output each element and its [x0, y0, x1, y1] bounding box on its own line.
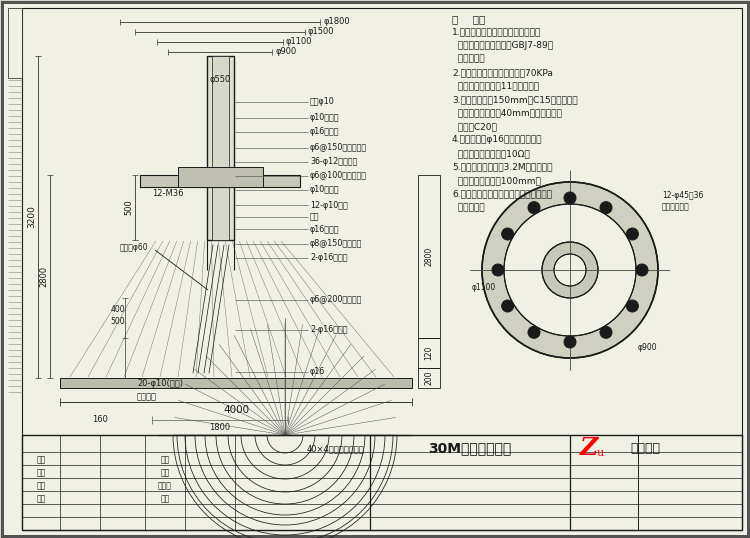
Circle shape	[564, 336, 576, 348]
Circle shape	[492, 264, 504, 276]
Text: φ1800: φ1800	[323, 18, 350, 26]
Text: 批准: 批准	[36, 494, 46, 504]
Circle shape	[502, 300, 514, 312]
Text: 锁板φ10: 锁板φ10	[310, 97, 334, 107]
Text: 2-φ16（环）: 2-φ16（环）	[310, 253, 347, 263]
Text: Z: Z	[580, 436, 598, 460]
Text: 标准化: 标准化	[158, 482, 172, 491]
Bar	[418, 175, 440, 338]
Text: 3.本基础垫层为150mm厜C15素混凝土，: 3.本基础垫层为150mm厜C15素混凝土，	[452, 95, 578, 104]
Text: 20-φ10(径向): 20-φ10(径向)	[137, 379, 183, 387]
Circle shape	[528, 327, 540, 338]
Text: 等级为C20；: 等级为C20；	[452, 122, 497, 131]
Text: 200: 200	[424, 371, 433, 385]
Text: 审核: 审核	[36, 482, 46, 491]
Text: φ550: φ550	[209, 75, 231, 84]
Text: 12-φ45配36: 12-φ45配36	[662, 190, 704, 200]
Text: 向）: 向）	[310, 213, 320, 222]
Text: 40×4扁铁箋（两层）: 40×4扁铁箋（两层）	[307, 444, 364, 454]
Bar	[178, 167, 263, 187]
Text: 500: 500	[111, 317, 125, 327]
Text: φ6@150（螺旋筋）: φ6@150（螺旋筋）	[310, 144, 368, 152]
Text: φ8@150（环向）: φ8@150（环向）	[310, 239, 362, 249]
Text: 12-φ10（竖: 12-φ10（竖	[310, 201, 348, 209]
Text: 5.本基础埋置深度为3.2M，基础顶面: 5.本基础埋置深度为3.2M，基础顶面	[452, 162, 553, 172]
Text: 校对: 校对	[160, 456, 170, 464]
Circle shape	[626, 228, 638, 240]
Text: 36-φ12（竖向）: 36-φ12（竖向）	[310, 158, 357, 166]
Text: 2.本基础适用于地基强度値）70KPa: 2.本基础适用于地基强度値）70KPa	[452, 68, 553, 77]
Circle shape	[528, 202, 540, 214]
Circle shape	[554, 254, 586, 286]
Text: 电缆管φ60: 电缆管φ60	[119, 244, 148, 252]
Text: φ10（环）: φ10（环）	[310, 186, 340, 195]
Text: 120: 120	[424, 346, 433, 360]
Text: 设计: 设计	[36, 456, 46, 464]
Text: 标准设计。: 标准设计。	[452, 54, 484, 63]
Text: 2800: 2800	[40, 265, 49, 287]
Text: φ16: φ16	[310, 367, 326, 377]
Text: 400: 400	[111, 306, 125, 315]
Text: φ1500: φ1500	[308, 27, 334, 37]
Text: φ16（环）: φ16（环）	[310, 224, 340, 233]
Text: 筑地基基础设计规范》GBJ7-89等: 筑地基基础设计规范》GBJ7-89等	[452, 41, 553, 50]
Text: 2-φ16（环）: 2-φ16（环）	[310, 325, 347, 335]
Circle shape	[542, 242, 598, 298]
Bar	[418, 368, 440, 388]
Text: 500: 500	[124, 199, 134, 215]
Text: 钟筋保护层厚度为40mm，混凝土强度: 钟筋保护层厚度为40mm，混凝土强度	[452, 109, 562, 117]
Polygon shape	[60, 240, 412, 378]
Text: φ16（环）: φ16（环）	[310, 128, 340, 137]
Circle shape	[504, 204, 636, 336]
Text: 地脚螺栓均布: 地脚螺栓均布	[662, 202, 690, 211]
Text: 应高出回填土表面100mm；: 应高出回填土表面100mm；	[452, 176, 541, 185]
Text: 2800: 2800	[424, 246, 433, 266]
Text: 平，接地电阙应小于10Ω；: 平，接地电阙应小于10Ω；	[452, 149, 530, 158]
Text: 1.本基础为钉筋混凝土结构；按《建: 1.本基础为钉筋混凝土结构；按《建	[452, 27, 542, 37]
Text: φ900: φ900	[275, 47, 296, 56]
Text: 上下双层: 上下双层	[137, 393, 157, 401]
Text: 日期: 日期	[160, 494, 170, 504]
Text: 12-M36: 12-M36	[152, 188, 184, 197]
Text: φ6@200（维筋）: φ6@200（维筋）	[310, 295, 362, 305]
Bar	[212, 56, 229, 240]
Text: 和最大风力不超过11级的地区；: 和最大风力不超过11级的地区；	[452, 81, 539, 90]
Text: φ900: φ900	[638, 343, 658, 352]
Text: 4.两根接地线φ16与地脚螺栓应夸: 4.两根接地线φ16与地脚螺栓应夸	[452, 136, 542, 145]
Circle shape	[636, 264, 648, 276]
Text: φ1100: φ1100	[286, 38, 313, 46]
Bar	[22, 435, 742, 530]
Text: 东菞七度照明: 东菞七度照明	[170, 294, 290, 327]
Text: 3200: 3200	[28, 206, 37, 229]
Text: 160: 160	[92, 415, 108, 424]
Bar	[418, 338, 440, 368]
Text: 工艺: 工艺	[160, 469, 170, 478]
Text: 七度照明: 七度照明	[630, 442, 660, 455]
Text: φ6@100（螺旋筋）: φ6@100（螺旋筋）	[310, 172, 367, 181]
Circle shape	[600, 202, 612, 214]
Text: φ10（环）: φ10（环）	[310, 114, 340, 123]
Text: 6.本图纸未详尽事宜参照国家有关规定，: 6.本图纸未详尽事宜参照国家有关规定，	[452, 189, 552, 199]
Circle shape	[482, 182, 658, 358]
Text: 1800: 1800	[209, 423, 230, 433]
Text: u: u	[597, 448, 604, 458]
Bar	[140, 175, 300, 187]
Bar	[60, 378, 412, 388]
Bar	[207, 56, 234, 240]
Text: φ1100: φ1100	[472, 284, 496, 293]
Circle shape	[626, 300, 638, 312]
Text: 标准执行。: 标准执行。	[452, 203, 484, 212]
Text: 4000: 4000	[223, 405, 249, 415]
Text: 说    明：: 说 明：	[452, 14, 485, 24]
Circle shape	[600, 327, 612, 338]
Text: 30M高杆灯基础图: 30M高杆灯基础图	[428, 441, 512, 455]
Bar	[8, 8, 22, 78]
Circle shape	[564, 192, 576, 204]
Circle shape	[502, 228, 514, 240]
Text: 制图: 制图	[36, 469, 46, 478]
